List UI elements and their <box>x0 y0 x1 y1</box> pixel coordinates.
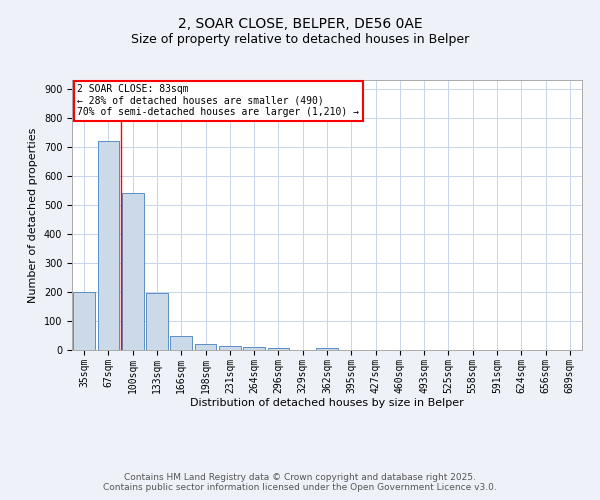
Bar <box>170 336 192 350</box>
Bar <box>243 346 265 350</box>
Bar <box>194 344 217 350</box>
Bar <box>122 193 143 350</box>
X-axis label: Distribution of detached houses by size in Belper: Distribution of detached houses by size … <box>190 398 464 408</box>
Bar <box>219 346 241 350</box>
Text: Contains HM Land Registry data © Crown copyright and database right 2025.
Contai: Contains HM Land Registry data © Crown c… <box>103 473 497 492</box>
Bar <box>316 348 338 350</box>
Text: Size of property relative to detached houses in Belper: Size of property relative to detached ho… <box>131 32 469 46</box>
Bar <box>268 348 289 350</box>
Bar <box>73 292 95 350</box>
Bar <box>97 141 119 350</box>
Y-axis label: Number of detached properties: Number of detached properties <box>28 128 38 302</box>
Text: 2, SOAR CLOSE, BELPER, DE56 0AE: 2, SOAR CLOSE, BELPER, DE56 0AE <box>178 18 422 32</box>
Bar <box>146 294 168 350</box>
Text: 2 SOAR CLOSE: 83sqm
← 28% of detached houses are smaller (490)
70% of semi-detac: 2 SOAR CLOSE: 83sqm ← 28% of detached ho… <box>77 84 359 117</box>
